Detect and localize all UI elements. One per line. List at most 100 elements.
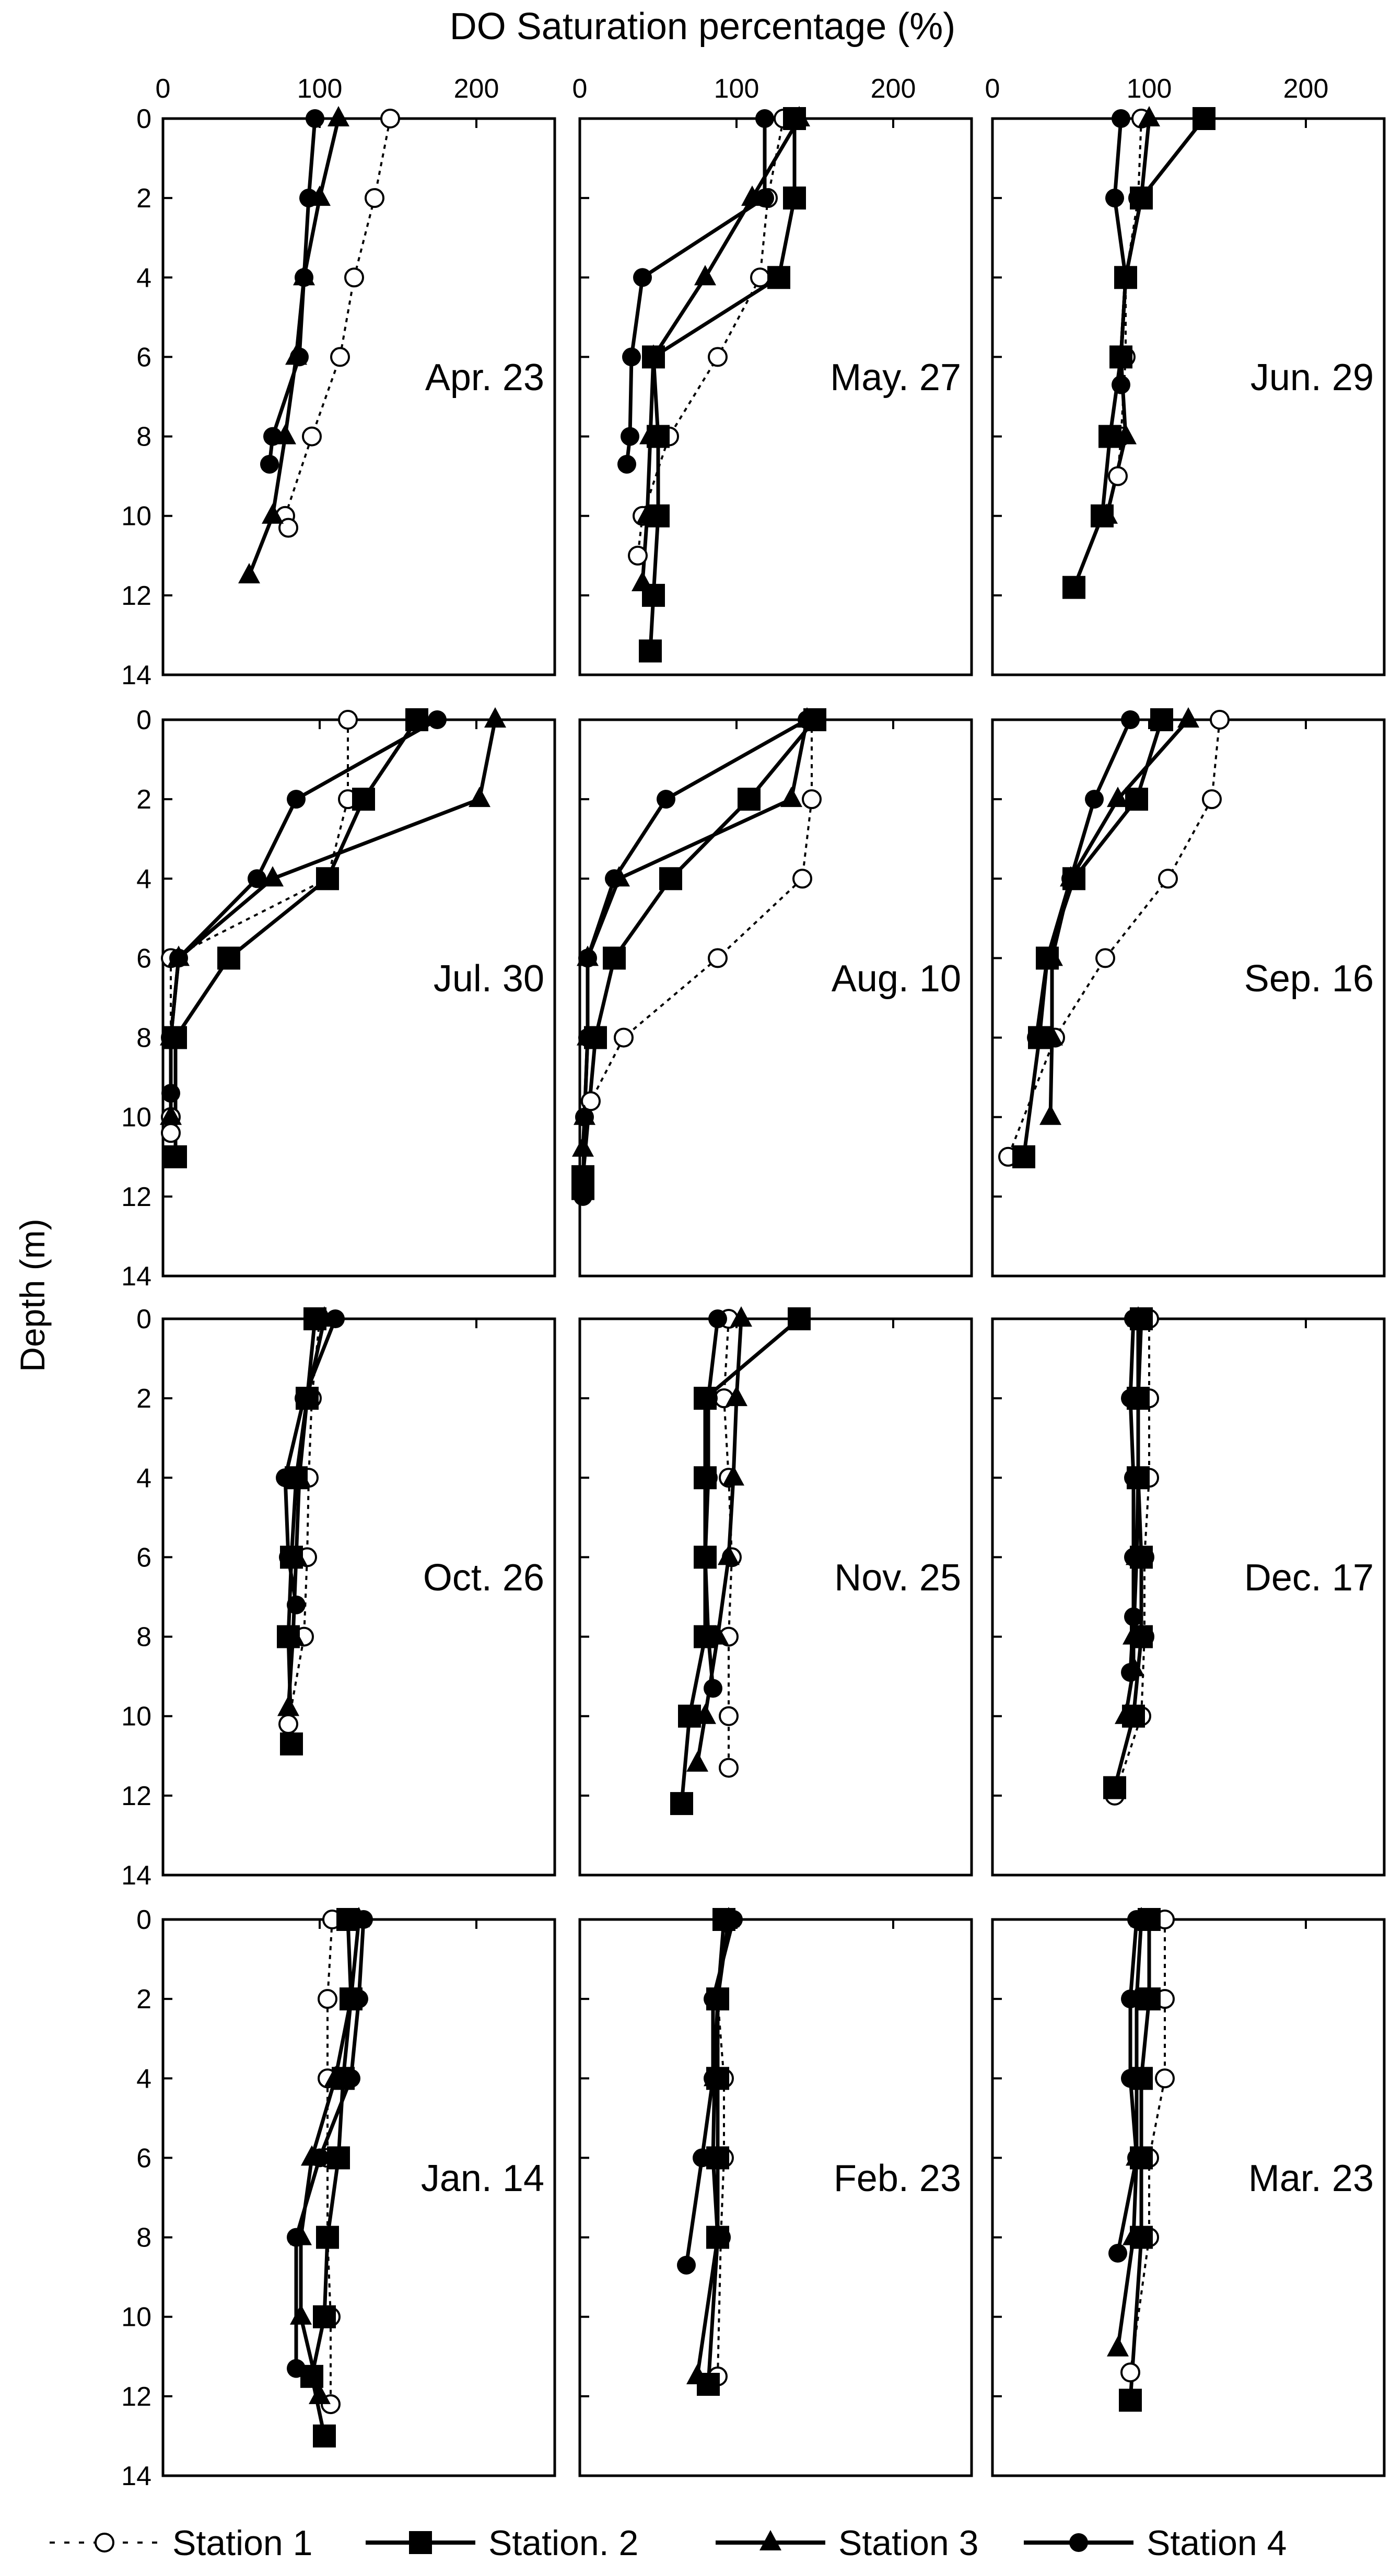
data-point-station-3 (694, 265, 716, 286)
data-point-station-4 (755, 109, 774, 128)
data-point-station-2 (1130, 1625, 1153, 1648)
data-point-station-1 (719, 1706, 739, 1726)
data-point-station-1 (1108, 466, 1128, 486)
data-point-station-4 (1112, 375, 1130, 394)
data-point-station-1 (161, 1123, 181, 1143)
data-point-station-2 (217, 946, 240, 970)
data-point-station-4 (260, 454, 279, 474)
legend-label: Station 1 (172, 2523, 312, 2563)
legend-label: Station 3 (838, 2523, 978, 2563)
panel-12: Mar. 23 (991, 1907, 1386, 2477)
plot-frame (578, 1317, 973, 1877)
panel-label: Mar. 23 (1248, 2158, 1374, 2199)
y-tick-label: 2 (136, 1384, 151, 1414)
data-point-station-1 (802, 789, 822, 810)
data-point-station-3 (290, 2304, 312, 2325)
data-point-station-4 (287, 1595, 306, 1614)
data-point-station-1 (318, 1989, 337, 2009)
y-tick-label: 10 (121, 2302, 151, 2333)
data-point-station-1 (708, 347, 728, 367)
x-tick-label: 200 (1283, 74, 1329, 104)
data-point-station-2 (647, 504, 670, 528)
y-tick-label: 12 (121, 581, 151, 611)
panel-6: Sep. 16 (991, 707, 1386, 1278)
data-point-station-2 (1012, 1145, 1035, 1168)
data-point-station-2 (571, 1177, 594, 1200)
data-point-station-1 (1158, 869, 1178, 889)
data-point-station-3 (262, 866, 284, 887)
data-point-station-2 (300, 2364, 323, 2388)
data-point-station-3 (285, 344, 307, 365)
data-point-station-2 (1127, 1387, 1150, 1410)
data-point-station-4 (1112, 109, 1130, 128)
legend-item-station-4: Station 4 (1024, 2523, 1287, 2563)
panel-3: 0 100 200 Jun. 29 (985, 74, 1386, 676)
data-point-station-2 (327, 2146, 350, 2170)
y-tick-label: 2 (136, 784, 151, 815)
series-line-station-3 (247, 118, 341, 577)
data-point-station-2 (738, 788, 761, 811)
panel-label: Aug. 10 (832, 958, 961, 1000)
data-point-station-4 (677, 2255, 696, 2275)
data-point-station-1 (581, 1091, 601, 1111)
data-point-station-2 (1036, 946, 1059, 970)
data-point-station-1 (1120, 2362, 1140, 2383)
data-point-station-2 (694, 1545, 717, 1569)
y-tick-label: 12 (121, 1182, 151, 1212)
data-point-station-2 (1138, 1987, 1161, 2011)
data-point-station-2 (1091, 504, 1114, 528)
legend-marker (759, 2530, 781, 2550)
panel-2: 0 100 200 May. 27 (572, 74, 973, 676)
data-point-station-4 (287, 790, 306, 809)
panel-label: Dec. 17 (1244, 1557, 1374, 1599)
y-tick-label: 10 (121, 501, 151, 532)
data-point-station-2 (1103, 1776, 1126, 1799)
panel-label: Feb. 23 (834, 2158, 961, 2199)
data-point-station-1 (614, 1027, 634, 1048)
y-tick-label: 8 (136, 1023, 151, 1053)
data-point-station-1 (278, 518, 298, 538)
series-line-station-3 (1116, 1919, 1143, 2349)
data-point-station-2 (1127, 1466, 1150, 1490)
y-tick-label: 6 (136, 943, 151, 974)
plot-frame (991, 1918, 1386, 2477)
data-point-station-2 (164, 1026, 187, 1049)
data-point-station-2 (332, 2067, 355, 2090)
data-point-station-2 (1130, 2226, 1153, 2249)
data-point-station-4 (657, 790, 675, 809)
data-point-station-2 (1098, 425, 1121, 448)
data-point-station-2 (1138, 1908, 1161, 1931)
data-point-station-2 (1193, 107, 1215, 130)
data-point-station-3 (293, 265, 315, 286)
data-point-station-3 (168, 945, 190, 966)
data-point-station-2 (706, 1987, 729, 2011)
data-point-station-1 (344, 267, 364, 288)
data-point-station-2 (1125, 788, 1148, 811)
data-point-station-2 (712, 1908, 735, 1931)
data-point-station-4 (1105, 189, 1124, 208)
y-tick-label: 8 (136, 422, 151, 452)
data-point-station-3 (1138, 106, 1160, 126)
y-tick-label: 8 (136, 2223, 151, 2253)
y-tick-label: 0 (136, 1905, 151, 1935)
y-tick-label: 4 (136, 1463, 151, 1493)
x-tick-label: 0 (156, 74, 171, 104)
data-point-station-2 (694, 1466, 717, 1490)
y-tick-label: 12 (121, 2382, 151, 2412)
data-point-station-3 (274, 424, 296, 444)
panel-label: Apr. 23 (425, 357, 544, 399)
data-point-station-4 (708, 1309, 727, 1328)
y-tick-label: 4 (136, 864, 151, 894)
data-point-station-3 (726, 1386, 747, 1407)
x-axis-title: DO Saturation percentage (%) (450, 6, 955, 48)
data-point-station-2 (316, 867, 339, 891)
x-tick-label: 100 (714, 74, 759, 104)
series-line-station-1 (1129, 1919, 1166, 2373)
data-point-station-2 (678, 1704, 701, 1728)
panel-9: Dec. 17 (991, 1306, 1386, 1877)
data-point-station-1 (330, 347, 350, 367)
y-tick-label: 0 (136, 1304, 151, 1334)
panel-label: Oct. 26 (423, 1557, 544, 1599)
